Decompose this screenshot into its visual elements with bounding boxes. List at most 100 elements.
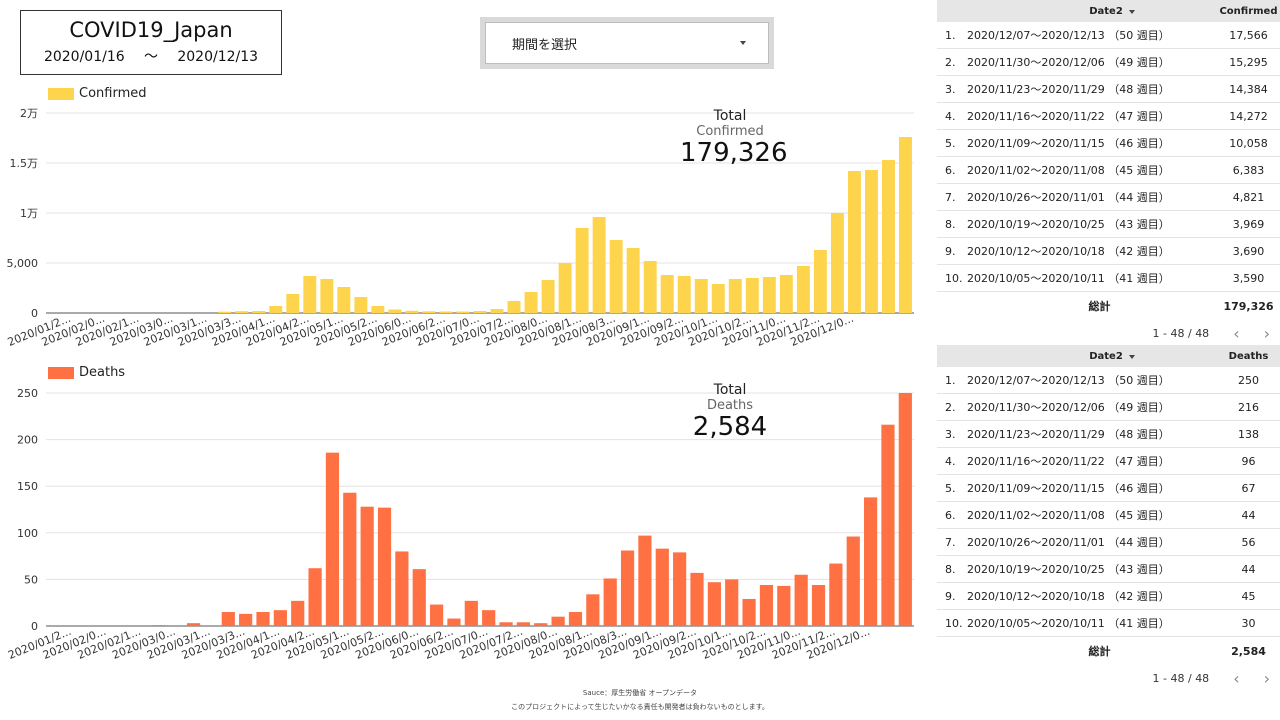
bar[interactable] [439, 311, 453, 314]
bar[interactable] [742, 598, 756, 626]
bar[interactable] [796, 266, 810, 313]
bar[interactable] [405, 310, 419, 313]
bar[interactable] [320, 279, 334, 313]
bar[interactable] [388, 309, 402, 314]
bar[interactable] [464, 600, 478, 626]
bar[interactable] [762, 277, 776, 313]
bar[interactable] [830, 213, 844, 313]
bar[interactable] [499, 622, 513, 626]
bar[interactable] [626, 248, 640, 313]
bar[interactable] [395, 551, 409, 626]
bar[interactable] [558, 263, 572, 313]
confirmed-table-row[interactable]: 6. 2020/11/02〜2020/11/08 （45 週目） 6,383 [937, 157, 1280, 184]
deaths-table-row[interactable]: 6. 2020/11/02〜2020/11/08 （45 週目） 44 [937, 502, 1280, 529]
deaths-table-row[interactable]: 4. 2020/11/16〜2020/11/22 （47 週目） 96 [937, 448, 1280, 475]
bar[interactable] [239, 613, 253, 626]
confirmed-table-row[interactable]: 5. 2020/11/09〜2020/11/15 （46 週目） 10,058 [937, 130, 1280, 157]
bar[interactable] [728, 279, 742, 313]
bar[interactable] [422, 311, 436, 313]
chevron-right-icon[interactable]: › [1263, 668, 1270, 688]
bar[interactable] [286, 294, 300, 313]
confirmed-table-row[interactable]: 4. 2020/11/16〜2020/11/22 （47 週目） 14,272 [937, 103, 1280, 130]
bar[interactable] [711, 284, 725, 313]
bar[interactable] [308, 568, 322, 626]
bar[interactable] [337, 287, 351, 313]
bar[interactable] [235, 311, 249, 313]
bar[interactable] [221, 612, 235, 626]
bar[interactable] [273, 610, 287, 626]
bar[interactable] [575, 228, 589, 313]
confirmed-table-value-col[interactable]: Confirmed [1219, 5, 1278, 17]
bar[interactable] [269, 306, 283, 313]
bar[interactable] [677, 276, 691, 313]
bar[interactable] [794, 574, 808, 626]
chevron-left-icon[interactable]: ‹ [1233, 323, 1240, 343]
bar[interactable] [256, 612, 270, 626]
chevron-left-icon[interactable]: ‹ [1233, 668, 1240, 688]
bar[interactable] [303, 276, 317, 313]
bar[interactable] [541, 280, 555, 313]
confirmed-table-row[interactable]: 2. 2020/11/30〜2020/12/06 （49 週目） 15,295 [937, 49, 1280, 76]
deaths-table-date-col[interactable]: Date2 [967, 351, 1217, 362]
deaths-table-row[interactable]: 8. 2020/10/19〜2020/10/25 （43 週目） 44 [937, 556, 1280, 583]
confirmed-table-row[interactable]: 3. 2020/11/23〜2020/11/29 （48 週目） 14,384 [937, 76, 1280, 103]
bar[interactable] [186, 623, 201, 626]
bar[interactable] [447, 618, 461, 626]
deaths-table-row[interactable]: 5. 2020/11/09〜2020/11/15 （46 週目） 67 [937, 475, 1280, 502]
bar[interactable] [745, 278, 759, 313]
bar[interactable] [291, 600, 305, 626]
bar[interactable] [777, 585, 791, 626]
bar[interactable] [152, 625, 166, 626]
bar[interactable] [899, 137, 912, 313]
bar[interactable] [609, 240, 623, 313]
bar[interactable] [354, 297, 368, 313]
bar[interactable] [586, 594, 600, 626]
bar[interactable] [881, 424, 895, 626]
deaths-table-row[interactable]: 7. 2020/10/26〜2020/11/01 （44 週目） 56 [937, 529, 1280, 556]
bar[interactable] [882, 160, 895, 313]
bar[interactable] [218, 311, 232, 313]
bar[interactable] [864, 170, 878, 313]
bar[interactable] [673, 552, 687, 626]
bar[interactable] [524, 292, 538, 313]
bar[interactable] [620, 550, 635, 626]
bar[interactable] [568, 612, 583, 626]
bar[interactable] [638, 535, 652, 626]
bar[interactable] [592, 217, 606, 313]
bar[interactable] [707, 582, 721, 626]
bar[interactable] [811, 584, 826, 626]
bar[interactable] [490, 309, 504, 313]
confirmed-table-row[interactable]: 1. 2020/12/07〜2020/12/13 （50 週目） 17,566 [937, 22, 1280, 49]
bar[interactable] [660, 275, 674, 313]
period-selector-dropdown[interactable]: 期間を選択 [485, 22, 769, 64]
bar[interactable] [898, 393, 912, 626]
bar[interactable] [603, 578, 617, 626]
bar[interactable] [847, 171, 861, 313]
bar[interactable] [643, 261, 657, 313]
confirmed-table-row[interactable]: 8. 2020/10/19〜2020/10/25 （43 週目） 3,969 [937, 211, 1280, 238]
bar[interactable] [725, 579, 739, 626]
bar[interactable] [516, 622, 530, 626]
bar[interactable] [690, 572, 704, 626]
bar[interactable] [473, 311, 487, 313]
deaths-table-row[interactable]: 9. 2020/10/12〜2020/10/18 （42 週目） 45 [937, 583, 1280, 610]
bar[interactable] [829, 563, 843, 626]
confirmed-table-date-col[interactable]: Date2 [967, 6, 1217, 17]
bar[interactable] [252, 311, 266, 313]
chevron-right-icon[interactable]: › [1263, 323, 1270, 343]
bar[interactable] [360, 506, 374, 626]
bar[interactable] [507, 301, 521, 313]
confirmed-table-row[interactable]: 10. 2020/10/05〜2020/10/11 （41 週目） 3,590 [937, 265, 1280, 292]
bar[interactable] [694, 279, 708, 313]
bar[interactable] [655, 548, 669, 626]
bar[interactable] [864, 497, 878, 626]
bar[interactable] [779, 275, 793, 313]
bar[interactable] [534, 623, 548, 626]
deaths-table-row[interactable]: 3. 2020/11/23〜2020/11/29 （48 週目） 138 [937, 421, 1280, 448]
bar[interactable] [371, 306, 385, 313]
bar[interactable] [759, 584, 774, 626]
deaths-table-value-col[interactable]: Deaths [1228, 350, 1269, 362]
bar[interactable] [813, 250, 827, 313]
bar[interactable] [482, 610, 496, 626]
bar[interactable] [846, 536, 860, 626]
